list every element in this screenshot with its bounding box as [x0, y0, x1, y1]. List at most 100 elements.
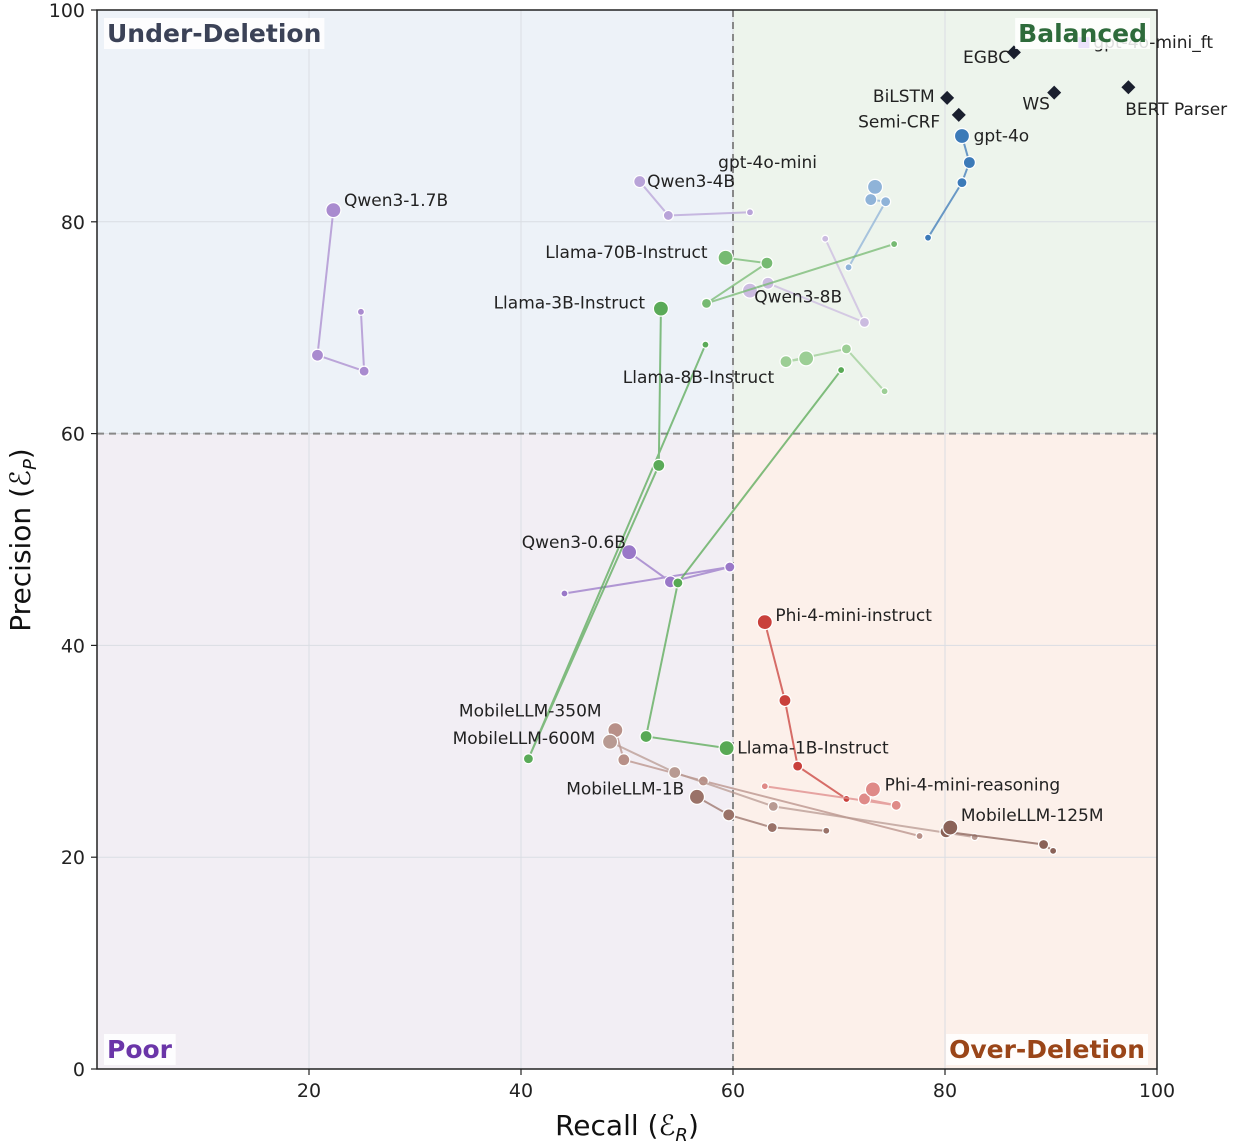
data-point [866, 178, 884, 195]
label-mobilellm-350m: MobileLLM-350M [459, 701, 602, 721]
label-mobilellm-125m: MobileLLM-125M [961, 806, 1104, 826]
data-point [890, 799, 902, 811]
series-llama-1b-instruct [639, 365, 846, 757]
quadrant-backgrounds [97, 10, 1157, 1070]
series-layer [310, 127, 1058, 855]
data-point [560, 589, 569, 598]
data-point [1049, 846, 1058, 855]
data-point [617, 753, 631, 767]
point-labels: EGBC BiLSTM Semi-CRF WS BERT Parser gpt-4o-mi… [344, 33, 1227, 826]
x-tick-label: 40 [509, 1080, 533, 1102]
label-semi-crf: Semi-CRF [858, 113, 940, 133]
data-point [915, 831, 924, 841]
series-line [705, 243, 895, 305]
series-line [527, 308, 707, 760]
data-point [923, 233, 933, 242]
data-point [1037, 838, 1050, 851]
label-bilstm: BiLSTM [873, 87, 935, 107]
series-qwen3-4b [633, 174, 755, 222]
series-gpt-4o-mini [844, 178, 892, 272]
data-point [717, 249, 734, 266]
series-line [316, 210, 366, 373]
data-point [601, 733, 619, 750]
quadrant-label-poor: Poor [104, 1034, 176, 1065]
series-line [609, 740, 975, 839]
data-point [652, 458, 666, 472]
data-point [880, 196, 892, 208]
series-line [927, 135, 971, 239]
data-point [358, 365, 370, 377]
y-tick-label: 80 [61, 212, 85, 234]
label-llama-3b-instruct: Llama-3B-Instruct [494, 294, 646, 314]
data-point [792, 760, 804, 772]
quadrant-label-bg [1015, 18, 1150, 49]
y-tick-label: 0 [73, 1059, 85, 1081]
quadrant-label-over-deletion: Over-Deletion [946, 1034, 1148, 1065]
label-llama-8b-instruct: Llama-8B-Instruct [623, 368, 775, 388]
data-point [701, 340, 710, 349]
series-line [763, 621, 847, 800]
series-line [696, 795, 827, 832]
series-mobilellm-1b [688, 788, 831, 835]
quadrant-label-under-deletion: Under-Deletion [104, 18, 325, 49]
quadrant-label-text: Poor [107, 1035, 173, 1064]
series-llama-70b-instruct [700, 239, 899, 309]
series-gpt-4o [923, 127, 976, 242]
data-point [722, 808, 736, 822]
threshold-lines [97, 10, 1157, 1069]
label-gpt-4o: gpt-4o [974, 126, 1030, 146]
quadrant-label-text: Under-Deletion [107, 19, 321, 48]
quadrant-label-bg [104, 18, 325, 49]
data-point [858, 316, 871, 329]
data-point [798, 350, 815, 367]
series-qwen3-1-7b [310, 202, 370, 377]
quadrant-label-bg [946, 1034, 1148, 1065]
data-point [864, 781, 882, 798]
data-point [672, 577, 684, 589]
data-point [956, 177, 968, 189]
label-phi-4-mini-reasoning: Phi-4-mini-reasoning [885, 775, 1061, 795]
x-tick-label: 20 [297, 1080, 321, 1102]
label-qwen3-0-6b: Qwen3-0.6B [522, 533, 626, 553]
data-point [864, 192, 878, 207]
label-mobilellm-1b: MobileLLM-1B [566, 780, 684, 800]
data-point [325, 202, 342, 219]
baseline-markers [940, 45, 1136, 122]
series-line [644, 369, 842, 750]
data-point [668, 765, 682, 780]
label-egbc: EGBC [963, 48, 1010, 68]
data-point [639, 729, 653, 744]
data-point [718, 740, 735, 757]
x-tick-label: 60 [721, 1080, 745, 1102]
data-point [880, 387, 889, 396]
label-bert-parser: BERT Parser [1125, 100, 1227, 120]
data-point [724, 561, 736, 573]
data-point [662, 209, 674, 222]
y-tick-label: 60 [61, 424, 85, 446]
data-point [356, 307, 366, 316]
label-ws: WS [1022, 95, 1050, 115]
data-point [760, 256, 774, 270]
data-point [310, 348, 325, 362]
y-tick-label: 100 [49, 0, 85, 22]
x-tick-label: 80 [933, 1080, 957, 1102]
y-tick-label: 40 [61, 635, 85, 657]
data-point [700, 297, 713, 309]
label-gpt-4o-mini: gpt-4o-mini [718, 153, 817, 173]
x-axis-title: Recall (ℰR) [555, 1109, 699, 1146]
data-point [890, 239, 899, 249]
baseline-marker-bilstm [940, 90, 955, 105]
data-point [760, 782, 769, 791]
data-point [821, 234, 830, 243]
data-point [844, 263, 853, 272]
series-line [564, 551, 731, 595]
x-tick-label: 100 [1139, 1080, 1175, 1102]
data-point [756, 614, 773, 631]
data-point [779, 354, 793, 369]
series-mobilellm-600m [601, 733, 979, 842]
quadrant-label-text: Over-Deletion [949, 1035, 1145, 1064]
series-phi-4-mini-reasoning [760, 781, 902, 811]
quadrant-labels: Under-Deletion Balanced Poor Over-Deletion [104, 18, 1150, 1065]
quadrant-label-balanced: Balanced [1015, 18, 1150, 49]
